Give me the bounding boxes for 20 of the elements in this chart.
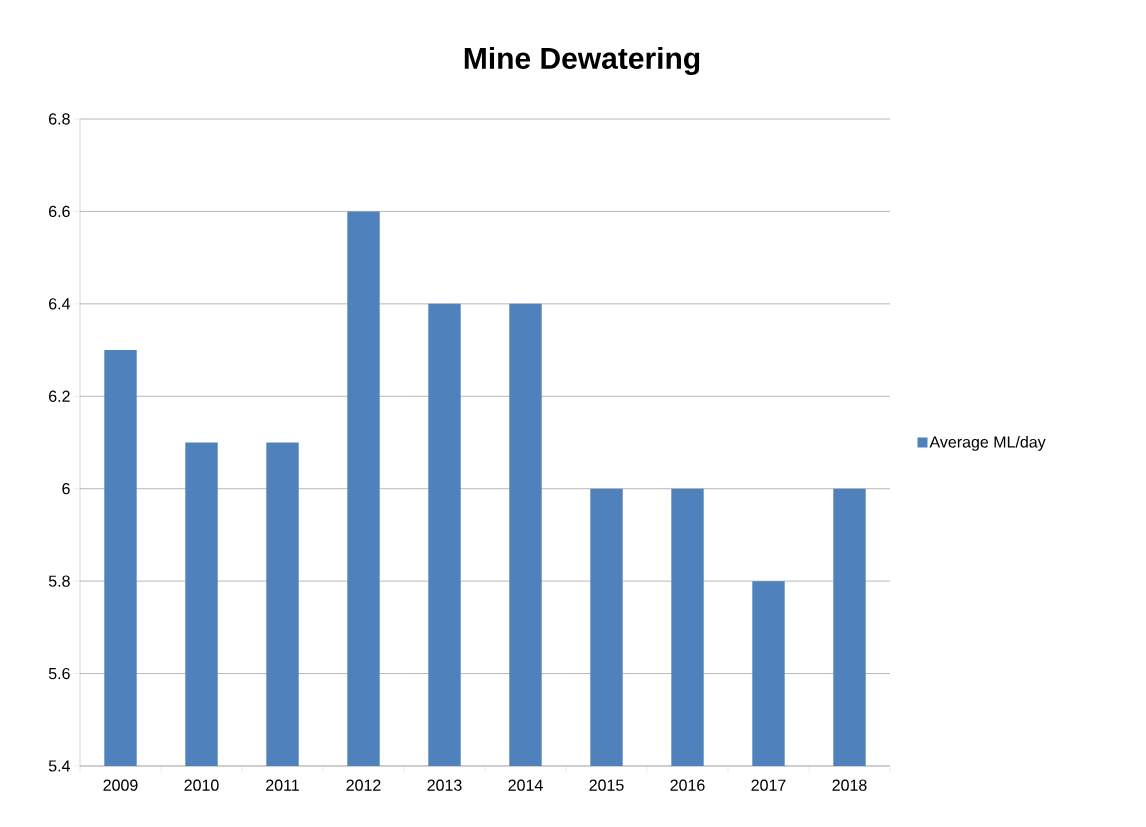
x-tick-label: 2011 <box>266 779 299 791</box>
x-tick-label: 2009 <box>103 779 138 791</box>
y-tick-label: 5.6 <box>48 667 70 680</box>
y-tick-label: 6 <box>62 483 70 495</box>
y-tick-label: 6.6 <box>49 205 70 218</box>
x-tick-label: 2014 <box>508 779 543 791</box>
x-tick-label: 2013 <box>427 779 462 791</box>
x-tick-label: 2012 <box>346 779 381 791</box>
x-tick-label: 2016 <box>670 779 705 791</box>
legend-label: Average ML/day <box>929 435 1046 451</box>
y-tick-label: 6.4 <box>49 298 70 310</box>
x-tick-label: 2017 <box>751 779 786 791</box>
x-tick-label: 2010 <box>184 779 219 791</box>
x-tick-label: 2015 <box>589 779 624 791</box>
y-tick-label: 5.8 <box>48 575 70 587</box>
chart-title: Mine Dewatering <box>464 46 700 76</box>
y-tick-label: 6.8 <box>49 113 70 125</box>
y-tick-label: 6.2 <box>49 390 70 402</box>
x-tick-label: 2018 <box>832 779 867 791</box>
y-tick-label: 5.4 <box>48 760 70 772</box>
